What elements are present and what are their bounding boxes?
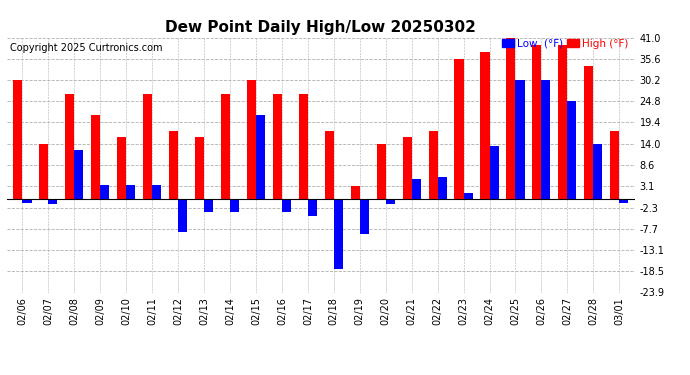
Bar [489, 146, 499, 199]
Bar [126, 185, 135, 199]
Bar [386, 199, 395, 204]
Bar [273, 94, 282, 199]
Bar [100, 185, 110, 199]
Bar [619, 199, 629, 202]
Legend: Low  (°F), High (°F): Low (°F), High (°F) [501, 38, 629, 50]
Bar [247, 80, 256, 199]
Bar [351, 186, 359, 199]
Bar [515, 80, 524, 199]
Text: Copyright 2025 Curtronics.com: Copyright 2025 Curtronics.com [10, 43, 163, 52]
Bar [39, 144, 48, 199]
Bar [282, 199, 291, 212]
Bar [221, 94, 230, 199]
Bar [610, 131, 619, 199]
Bar [584, 66, 593, 199]
Bar [506, 38, 515, 199]
Bar [91, 115, 100, 199]
Bar [117, 136, 126, 199]
Bar [428, 131, 437, 199]
Bar [152, 185, 161, 199]
Bar [402, 136, 412, 199]
Bar [13, 80, 23, 199]
Bar [377, 144, 386, 199]
Bar [455, 59, 464, 199]
Bar [195, 136, 204, 199]
Bar [299, 94, 308, 199]
Bar [464, 193, 473, 199]
Bar [308, 199, 317, 216]
Bar [178, 199, 187, 232]
Bar [230, 199, 239, 212]
Bar [75, 150, 83, 199]
Bar [359, 199, 369, 234]
Bar [143, 94, 152, 199]
Bar [558, 45, 567, 199]
Bar [480, 52, 489, 199]
Title: Dew Point Daily High/Low 20250302: Dew Point Daily High/Low 20250302 [166, 20, 476, 35]
Bar [412, 179, 421, 199]
Bar [204, 199, 213, 212]
Bar [567, 101, 576, 199]
Bar [23, 199, 32, 202]
Bar [542, 80, 551, 199]
Bar [169, 131, 178, 199]
Bar [325, 131, 334, 199]
Bar [593, 144, 602, 199]
Bar [334, 199, 343, 268]
Bar [532, 45, 542, 199]
Bar [66, 94, 75, 199]
Bar [256, 115, 265, 199]
Bar [48, 199, 57, 204]
Bar [437, 177, 446, 199]
